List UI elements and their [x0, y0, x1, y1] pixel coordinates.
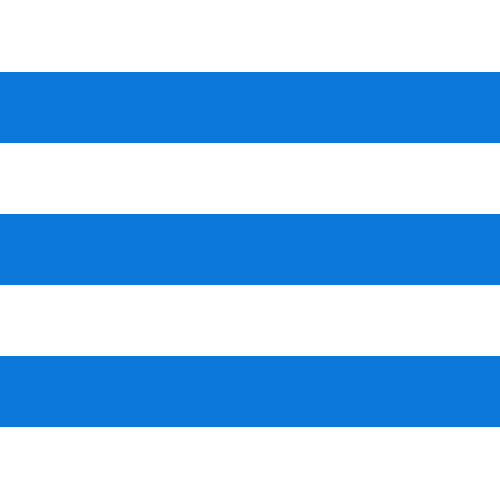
- menu-bar-top: [0, 72, 500, 143]
- menu-bar-bottom: [0, 356, 500, 427]
- menu-bar-middle: [0, 214, 500, 285]
